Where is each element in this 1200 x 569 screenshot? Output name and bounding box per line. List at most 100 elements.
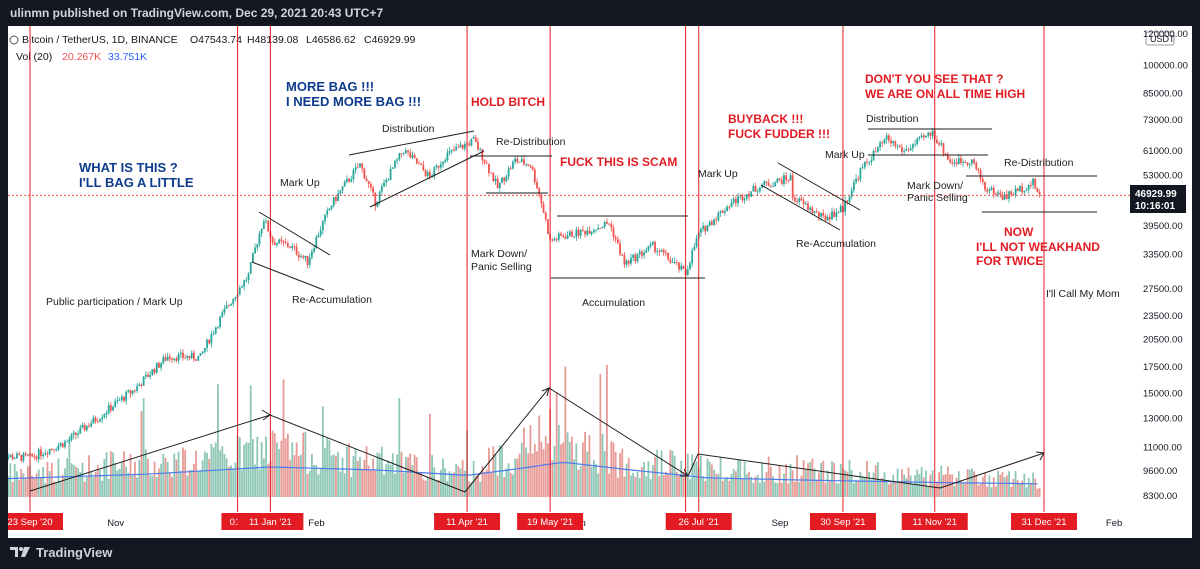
- volume-bar: [267, 464, 270, 497]
- volume-bar: [151, 475, 154, 497]
- volume-bar: [457, 466, 460, 497]
- symbol-legend: Bitcoin / TetherUS, 1D, BINANCE O47543.7…: [9, 34, 416, 63]
- chart-panel[interactable]: Bitcoin / TetherUS, 1D, BINANCE O47543.7…: [8, 26, 1192, 538]
- candle-body: [258, 233, 261, 245]
- candle-body: [529, 165, 532, 167]
- volume-bar: [693, 463, 696, 497]
- volume-bar: [319, 468, 322, 497]
- candle-body: [783, 175, 785, 184]
- candle-body: [201, 351, 204, 354]
- candle-body: [872, 151, 875, 161]
- volume-bar: [1023, 473, 1026, 497]
- candle-body: [822, 212, 825, 216]
- volume-bar: [37, 469, 40, 497]
- volume-bar: [433, 467, 436, 497]
- candle-body: [547, 219, 549, 234]
- currency-badge[interactable]: [1145, 31, 1175, 46]
- volume-bar: [300, 454, 302, 497]
- candle-body: [946, 154, 949, 160]
- volume-bar: [529, 425, 532, 497]
- volume-bar: [835, 483, 838, 497]
- volume-bar: [72, 464, 75, 497]
- candle-body: [968, 163, 971, 165]
- candle-body: [214, 327, 217, 334]
- volume-bar: [356, 460, 359, 497]
- volume-bar: [168, 472, 171, 497]
- time-tick-label: Sep: [772, 518, 789, 529]
- volume-bar: [979, 484, 982, 497]
- candle-body: [503, 177, 506, 182]
- volume-bar: [927, 485, 930, 497]
- candle-body: [158, 362, 160, 368]
- candle-body: [780, 179, 783, 184]
- candle-body: [970, 159, 973, 164]
- candle-body: [249, 262, 252, 274]
- candle-body: [190, 352, 193, 359]
- candle-body: [811, 207, 814, 213]
- candle-body: [981, 179, 984, 183]
- date-marker-label: 11 Apr '21: [446, 517, 488, 528]
- candle-body: [459, 144, 462, 148]
- candle-body: [741, 195, 744, 201]
- candle-body: [168, 356, 171, 359]
- candle-body: [960, 158, 962, 163]
- volume-bar: [383, 474, 385, 497]
- volume-bar: [313, 465, 315, 497]
- volume-bar: [348, 443, 350, 497]
- candle-body: [391, 167, 394, 169]
- volume-bar: [195, 450, 197, 497]
- price-chart[interactable]: Bitcoin / TetherUS, 1D, BINANCE O47543.7…: [8, 26, 1192, 538]
- volume-bar: [992, 477, 995, 497]
- volume-bar: [946, 466, 949, 497]
- candle-body: [488, 163, 490, 173]
- volume-bar: [721, 480, 724, 497]
- date-marker-label: 11 Nov '21: [913, 517, 957, 528]
- price-tick-label: 120000.00: [1143, 29, 1188, 40]
- candle-body: [581, 229, 584, 231]
- volume-bar: [632, 472, 635, 497]
- candle-body: [370, 183, 372, 188]
- candle-body: [359, 163, 361, 168]
- candle-body: [804, 203, 807, 205]
- date-marker-lines: [29, 26, 1045, 512]
- candle-body: [671, 261, 674, 263]
- volume-bar: [566, 432, 569, 497]
- candle-body: [177, 354, 180, 361]
- volume-bar: [675, 471, 678, 497]
- candle-body: [579, 229, 582, 236]
- candle-body: [188, 356, 191, 359]
- candle-body: [929, 132, 932, 136]
- candle-body: [444, 160, 447, 162]
- candle-body: [767, 182, 770, 186]
- volume-bar: [547, 443, 549, 497]
- price-axis[interactable]: USDT 120000.00 100000.00 85000.00 73000.00 6…: [1140, 26, 1192, 512]
- candle-body: [833, 211, 836, 217]
- volume-bar: [367, 465, 370, 497]
- price-tick-label: 100000.00: [1143, 61, 1188, 72]
- candle-body: [175, 358, 178, 361]
- candle-body: [383, 182, 385, 187]
- volume-bar: [973, 471, 975, 497]
- volume-bar: [66, 458, 69, 497]
- volume-bar: [630, 475, 632, 497]
- candle-body: [481, 148, 484, 161]
- volume-bar: [861, 476, 864, 497]
- volume-bar: [472, 460, 475, 497]
- candle-body: [415, 158, 418, 164]
- candle-body: [225, 305, 228, 309]
- volume-bar: [911, 483, 914, 497]
- candle-body: [584, 230, 586, 235]
- candle-body: [20, 454, 23, 461]
- candle-body: [911, 144, 914, 149]
- candle-body: [890, 140, 892, 144]
- volume-bar: [925, 470, 927, 497]
- volume-bar: [990, 487, 993, 497]
- date-marker-badge: [8, 513, 63, 530]
- volume-bar: [415, 457, 418, 497]
- candle-body: [566, 235, 569, 239]
- candle-body: [695, 237, 698, 247]
- volume-bar: [46, 462, 49, 497]
- candle-body: [977, 168, 980, 171]
- volume-bar: [1029, 482, 1032, 497]
